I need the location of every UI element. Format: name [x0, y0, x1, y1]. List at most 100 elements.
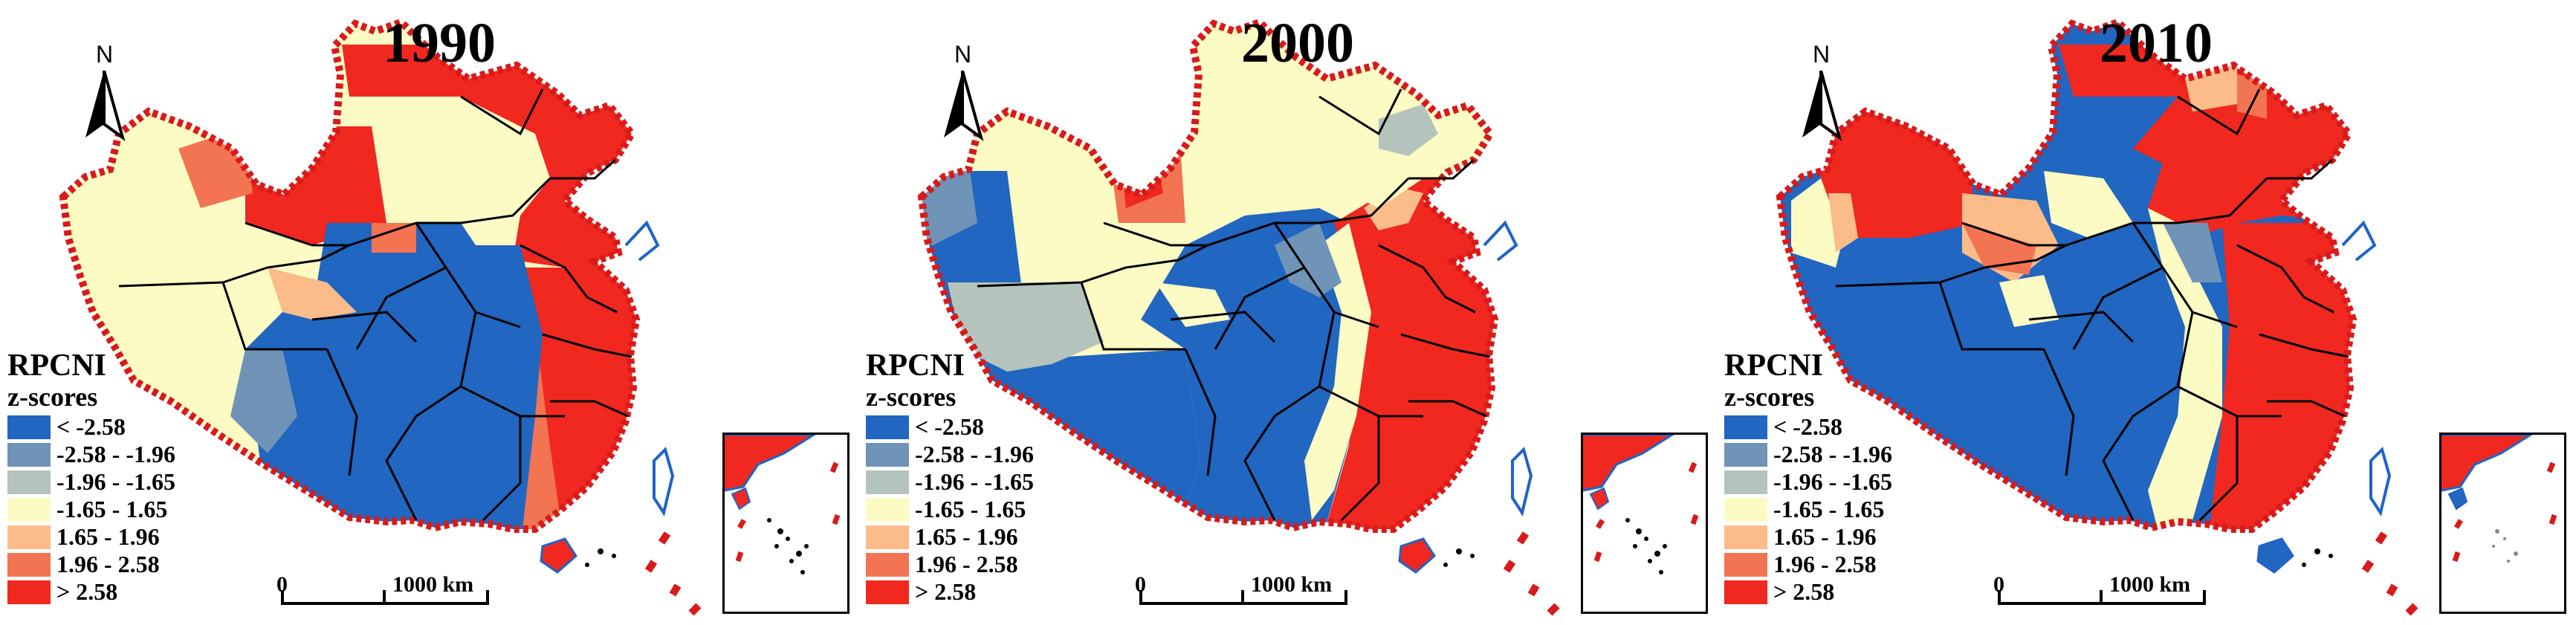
legend-swatch — [1724, 580, 1767, 604]
legend-item: 1.65 - 1.96 — [866, 523, 1111, 551]
legend-item: -2.58 - -1.96 — [866, 441, 1111, 468]
legend-label: 1.65 - 1.96 — [56, 523, 160, 550]
year-title: 2000 — [1241, 12, 1354, 74]
legend-label: -1.96 - -1.65 — [1773, 468, 1892, 495]
map-panel-1990: 1990 N RPCNI z-scores < -2.58 -2.58 - -1… — [0, 0, 858, 625]
north-arrow-icon — [85, 71, 126, 141]
year-title: 2010 — [2100, 12, 2213, 74]
legend-swatch — [7, 470, 51, 494]
legend-swatch — [1724, 470, 1767, 494]
legend-item: -1.65 - 1.65 — [1724, 496, 1970, 523]
legend-swatch — [7, 497, 51, 522]
legend-label: 1.96 - 2.58 — [1773, 551, 1877, 577]
legend: RPCNI z-scores < -2.58 -2.58 - -1.96 -1.… — [866, 349, 1111, 606]
legend-label: -2.58 - -1.96 — [56, 441, 175, 467]
hainan-island — [1398, 537, 1436, 574]
legend-item: 1.96 - 2.58 — [1724, 551, 1970, 578]
legend-item: -1.96 - -1.65 — [1724, 468, 1970, 496]
scale-end-label: 1000 km — [392, 572, 474, 597]
north-label: N — [96, 41, 114, 68]
legend-label: -1.65 - 1.65 — [1773, 496, 1885, 522]
legend: RPCNI z-scores < -2.58 -2.58 - -1.96 -1.… — [7, 349, 253, 606]
north-arrow: N — [1787, 41, 1854, 160]
legend-item: 1.96 - 2.58 — [7, 551, 253, 578]
legend-item: > 2.58 — [1724, 578, 1970, 606]
legend-item: 1.96 - 2.58 — [866, 551, 1111, 578]
legend-swatch — [1724, 442, 1767, 467]
legend-swatch — [7, 580, 51, 604]
legend-label: > 2.58 — [56, 578, 118, 605]
legend-swatch — [1724, 552, 1767, 577]
scale-bar: 0 1000 km — [1993, 572, 2221, 617]
taiwan-island — [653, 447, 675, 516]
north-label: N — [1813, 41, 1831, 68]
inset-map — [1583, 435, 1699, 574]
legend-label: > 2.58 — [915, 578, 977, 605]
legend-label: < -2.58 — [1773, 413, 1842, 440]
province-boundaries — [1835, 88, 2349, 522]
legend-swatch — [1724, 497, 1767, 522]
legend-item: < -2.58 — [1724, 413, 1970, 441]
legend-label: 1.65 - 1.96 — [1773, 523, 1877, 550]
legend-title: RPCNI — [866, 349, 965, 383]
legend-label: 1.65 - 1.96 — [915, 523, 1018, 550]
legend-item: -1.65 - 1.65 — [7, 496, 253, 523]
legend-title: RPCNI — [1724, 349, 1823, 383]
legend-item: < -2.58 — [866, 413, 1111, 441]
legend-label: -1.65 - 1.65 — [915, 496, 1026, 522]
legend-label: < -2.58 — [915, 413, 984, 440]
scale-end-label: 1000 km — [1251, 572, 1333, 597]
hainan-island — [540, 537, 577, 574]
legend-item: -2.58 - -1.96 — [1724, 441, 1970, 468]
legend-swatch — [866, 525, 909, 549]
legend-item: -2.58 - -1.96 — [7, 441, 253, 468]
map-panel-2010: 2010 N RPCNI z-scores < -2.58 -2.58 - -1… — [1717, 0, 2575, 625]
legend-swatch — [866, 470, 909, 494]
legend-subtitle: z-scores — [7, 382, 98, 412]
china-choropleth-map — [1776, 18, 2418, 616]
scale-end-label: 1000 km — [2109, 572, 2191, 597]
province-boundaries — [977, 88, 1491, 522]
legend-title: RPCNI — [7, 349, 106, 383]
north-label: N — [954, 41, 972, 68]
south-china-sea-inset — [722, 433, 850, 614]
legend-swatch — [7, 552, 51, 577]
year-title: 1990 — [383, 12, 496, 74]
china-choropleth-map — [59, 18, 702, 616]
legend-item: 1.65 - 1.96 — [7, 523, 253, 551]
south-china-sea-inset — [2439, 433, 2566, 614]
north-arrow-icon — [944, 71, 984, 141]
legend-item: -1.96 - -1.65 — [866, 468, 1111, 496]
south-china-sea-inset — [1581, 433, 1708, 614]
scale-start-label: 0 — [1135, 572, 1146, 597]
legend-swatch — [7, 415, 51, 439]
inset-map — [725, 435, 841, 574]
legend-label: -1.65 - 1.65 — [56, 496, 168, 522]
legend-item: < -2.58 — [7, 413, 253, 441]
taiwan-island — [2369, 447, 2392, 516]
legend-label: 1.96 - 2.58 — [56, 551, 160, 577]
legend-label: -2.58 - -1.96 — [915, 441, 1034, 467]
scale-bar: 0 1000 km — [276, 572, 504, 617]
taiwan-island — [1511, 447, 1533, 516]
north-arrow: N — [929, 41, 996, 160]
legend-subtitle: z-scores — [1724, 382, 1815, 412]
inset-map — [2441, 435, 2557, 563]
scale-start-label: 0 — [1993, 572, 2004, 597]
legend-swatch — [866, 497, 909, 522]
legend-swatch — [1724, 415, 1767, 439]
china-choropleth-map — [917, 18, 1560, 616]
legend-item: -1.96 - -1.65 — [7, 468, 253, 496]
north-arrow-icon — [1802, 71, 1842, 141]
legend: RPCNI z-scores < -2.58 -2.58 - -1.96 -1.… — [1724, 349, 1970, 606]
legend-item: > 2.58 — [7, 578, 253, 606]
legend-item: 1.65 - 1.96 — [1724, 523, 1970, 551]
legend-label: > 2.58 — [1773, 578, 1835, 605]
legend-label: -1.96 - -1.65 — [56, 468, 175, 495]
province-boundaries — [118, 88, 632, 522]
scale-bar: 0 1000 km — [1135, 572, 1362, 617]
legend-label: < -2.58 — [56, 413, 126, 440]
legend-label: 1.96 - 2.58 — [915, 551, 1018, 577]
legend-swatch — [7, 442, 51, 467]
map-panel-2000: 2000 N RPCNI z-scores < -2.58 -2.58 - -1… — [858, 0, 1717, 625]
